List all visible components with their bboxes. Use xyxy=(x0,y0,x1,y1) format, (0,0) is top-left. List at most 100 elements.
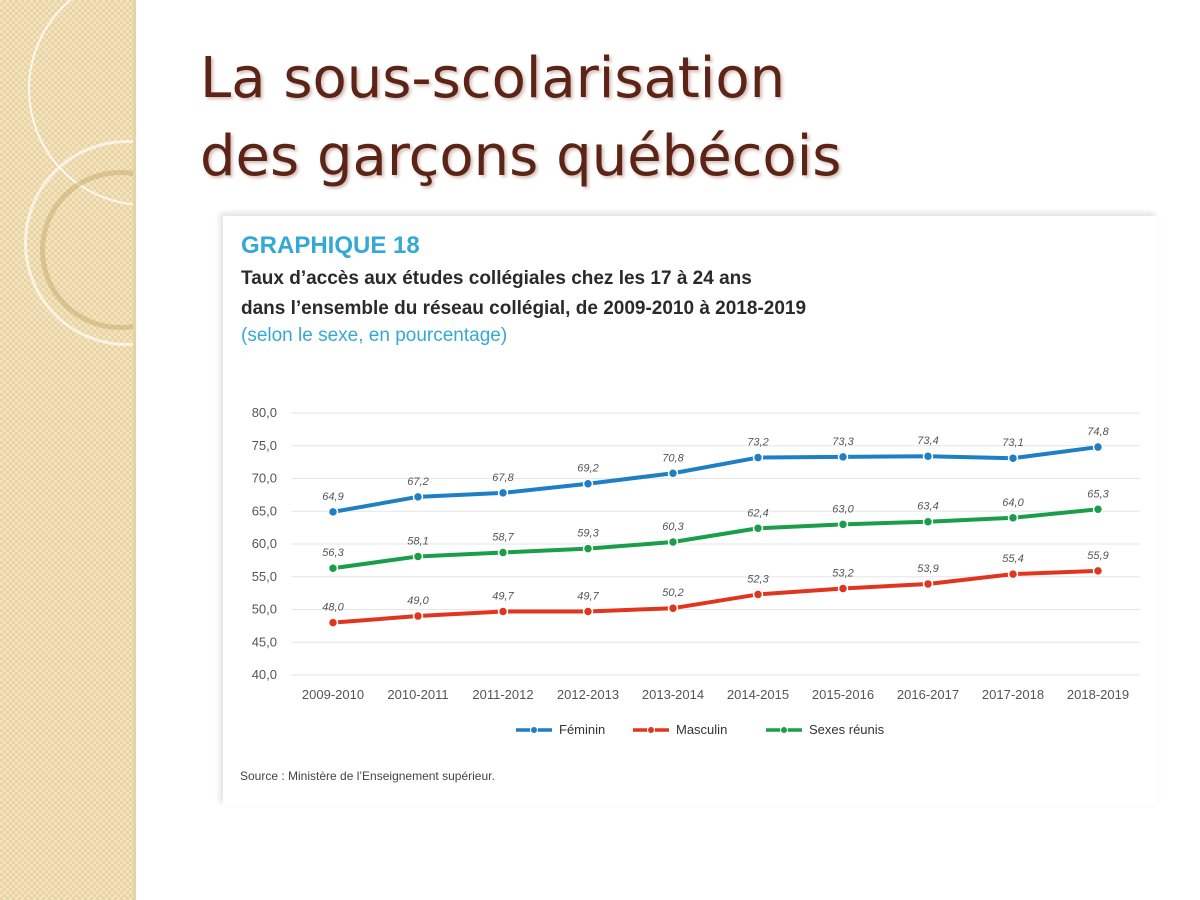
data-point xyxy=(582,606,594,617)
data-label: 59,3 xyxy=(577,528,599,540)
data-point xyxy=(1092,441,1104,453)
data-label: 53,9 xyxy=(917,563,938,575)
slide-title-line-1: La sous-scolarisation xyxy=(200,46,786,111)
y-tick-label: 75,0 xyxy=(252,438,277,453)
data-point xyxy=(752,523,764,534)
graph-label: GRAPHIQUE 18 xyxy=(241,232,420,259)
data-label: 63,0 xyxy=(832,503,854,515)
data-label: 64,0 xyxy=(1002,497,1024,509)
series-line xyxy=(331,507,1100,571)
y-tick-label: 80,0 xyxy=(252,405,277,420)
data-point xyxy=(837,583,849,594)
data-point xyxy=(667,602,679,614)
data-point xyxy=(327,506,339,518)
line-chart: 80,0 75,0 70,0 65,0 60,0 55,0 50,0 45,0 40,0 2009… xyxy=(252,405,1140,737)
y-tick-label: 65,0 xyxy=(252,503,277,518)
data-point xyxy=(327,562,339,574)
data-label: 53,2 xyxy=(832,568,853,580)
x-tick-label: 2012-2013 xyxy=(557,687,619,702)
legend-marker xyxy=(780,726,788,734)
data-label: 69,2 xyxy=(577,463,598,475)
x-tick-label: 2016-2017 xyxy=(897,687,959,702)
data-point xyxy=(667,468,679,479)
data-label: 49,0 xyxy=(407,595,429,607)
data-label: 60,3 xyxy=(662,521,684,533)
data-point xyxy=(1007,452,1019,464)
data-point xyxy=(667,536,679,548)
data-point xyxy=(752,589,764,600)
y-tick-label: 40,0 xyxy=(252,667,277,682)
graph-subtitle: (selon le sexe, en pourcentage) xyxy=(241,325,508,346)
data-label: 74,8 xyxy=(1087,426,1109,438)
x-tick-label: 2011-2012 xyxy=(472,687,533,702)
y-tick-label: 45,0 xyxy=(252,634,277,649)
x-tick-label: 2015-2016 xyxy=(812,687,874,702)
data-point xyxy=(412,551,424,562)
graph-title-line-2: dans l’ensemble du réseau collégial, de … xyxy=(241,298,807,319)
data-point xyxy=(1007,512,1019,524)
chart-card: GRAPHIQUE 18 Taux d’accès aux études col… xyxy=(223,216,1158,806)
x-tick-label: 2010-2011 xyxy=(387,687,448,702)
data-point xyxy=(497,487,509,499)
data-label: 52,3 xyxy=(747,573,769,585)
data-point xyxy=(497,606,509,617)
data-point xyxy=(582,478,594,489)
series-line xyxy=(331,568,1100,625)
data-point xyxy=(922,578,934,590)
data-label: 73,3 xyxy=(832,436,854,448)
data-point xyxy=(412,610,424,622)
data-point xyxy=(837,519,849,530)
y-tick-label: 70,0 xyxy=(252,471,277,486)
data-label: 58,7 xyxy=(492,532,514,544)
source-note: Source : Ministère de l’Enseignement sup… xyxy=(240,769,495,783)
data-point xyxy=(582,543,594,554)
data-label: 64,9 xyxy=(322,491,343,503)
data-point xyxy=(752,452,764,463)
data-label: 65,3 xyxy=(1087,488,1109,500)
data-label: 73,2 xyxy=(747,437,768,449)
data-label: 73,1 xyxy=(1002,437,1023,449)
data-label: 49,7 xyxy=(492,590,514,602)
data-point xyxy=(922,516,934,527)
data-point xyxy=(922,450,934,462)
data-point xyxy=(837,451,849,463)
data-label: 55,9 xyxy=(1087,550,1108,562)
data-point xyxy=(1092,565,1104,577)
legend-entry: Sexes réunis xyxy=(809,722,885,737)
decorative-side-panel xyxy=(0,0,136,900)
data-label: 49,7 xyxy=(577,590,599,602)
legend-marker xyxy=(647,726,655,734)
data-point xyxy=(327,617,339,628)
x-tick-label: 2018-2019 xyxy=(1067,687,1129,702)
data-label: 56,3 xyxy=(322,547,344,559)
data-label: 63,4 xyxy=(917,501,938,513)
x-tick-label: 2014-2015 xyxy=(727,687,789,702)
y-tick-label: 60,0 xyxy=(252,536,277,551)
graph-title: Taux d’accès aux études collégiales chez… xyxy=(241,264,806,324)
data-label: 50,2 xyxy=(662,587,683,599)
data-point xyxy=(1007,568,1019,580)
legend-marker xyxy=(530,726,538,734)
data-label: 62,4 xyxy=(747,507,768,519)
data-point xyxy=(497,547,509,558)
data-label: 67,2 xyxy=(407,476,428,488)
data-label: 73,4 xyxy=(917,435,938,447)
x-tick-label: 2009-2010 xyxy=(302,687,364,702)
legend-entry: Féminin xyxy=(559,722,605,737)
slide-title-line-2: des garçons québécois xyxy=(200,124,842,189)
data-label: 67,8 xyxy=(492,472,514,484)
slide-title: La sous-scolarisation des garçons québéc… xyxy=(200,40,1160,196)
data-point xyxy=(412,491,424,503)
y-tick-label: 55,0 xyxy=(252,569,277,584)
y-tick-label: 50,0 xyxy=(252,602,277,617)
graph-title-line-1: Taux d’accès aux études collégiales chez… xyxy=(241,268,752,289)
data-label: 48,0 xyxy=(322,602,344,614)
x-tick-label: 2013-2014 xyxy=(642,687,704,702)
legend-entry: Masculin xyxy=(676,722,727,737)
data-label: 70,8 xyxy=(662,452,684,464)
data-point xyxy=(1092,504,1104,515)
series-line xyxy=(331,445,1100,514)
data-label: 55,4 xyxy=(1002,553,1023,565)
data-label: 58,1 xyxy=(407,535,428,547)
x-tick-label: 2017-2018 xyxy=(982,687,1044,702)
